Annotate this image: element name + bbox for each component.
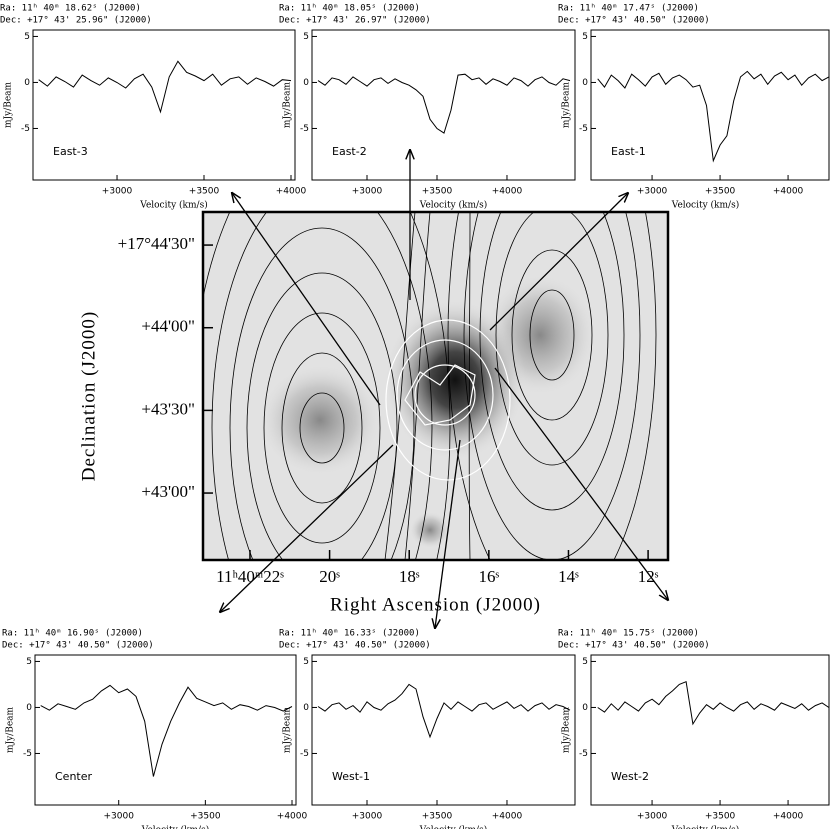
x-tick-label: 12ˢ bbox=[638, 567, 659, 586]
x-tick-label: +4000 bbox=[277, 812, 308, 822]
y-tick-label: -5 bbox=[300, 749, 309, 759]
x-tick-label: +4000 bbox=[773, 187, 804, 197]
y-tick-label: -5 bbox=[300, 124, 309, 134]
x-axis-label: Velocity (km/s) bbox=[419, 825, 487, 829]
plot-frame bbox=[311, 654, 576, 806]
y-tick-label: 5 bbox=[24, 32, 30, 42]
x-axis-label: Velocity (km/s) bbox=[419, 200, 487, 211]
ra-header: Ra: 11ʰ 40ᵐ 18.05ˢ (J2000) bbox=[279, 4, 420, 14]
x-tick-label: +3000 bbox=[102, 187, 133, 197]
x-tick-label: +3000 bbox=[352, 187, 383, 197]
spectrum-line bbox=[597, 70, 830, 163]
x-tick-label: +4000 bbox=[773, 812, 804, 822]
dec-header: Dec: +17° 43' 40.50" (J2000) bbox=[279, 641, 431, 651]
y-tick-label: +43'30" bbox=[141, 399, 195, 418]
x-tick-label: +3000 bbox=[103, 812, 134, 822]
panel-label: East-2 bbox=[332, 145, 367, 158]
y-tick-label: +44'00" bbox=[141, 317, 195, 336]
x-tick-label: +3000 bbox=[352, 812, 383, 822]
x-tick-label: +3500 bbox=[422, 187, 453, 197]
x-tick-label: 20ˢ bbox=[319, 567, 340, 586]
spectrum-line bbox=[38, 60, 292, 114]
y-tick-label: -5 bbox=[21, 124, 30, 134]
y-tick-label: 5 bbox=[303, 32, 309, 42]
x-tick-label: +4000 bbox=[276, 187, 307, 197]
y-axis-label: mJy/Beam bbox=[562, 706, 572, 753]
y-axis-label: Declination (J2000) bbox=[78, 311, 99, 481]
x-tick-label: +3500 bbox=[705, 187, 736, 197]
y-axis-label: mJy/Beam bbox=[283, 81, 293, 128]
arrows bbox=[220, 150, 668, 628]
y-axis-label: mJy/Beam bbox=[562, 81, 572, 128]
y-tick-label: 0 bbox=[26, 703, 32, 713]
dec-header: Dec: +17° 43' 26.97" (J2000) bbox=[279, 16, 431, 26]
x-tick-label: +3500 bbox=[190, 812, 221, 822]
dec-header: Dec: +17° 43' 25.96" (J2000) bbox=[0, 16, 152, 26]
x-tick-label: 14ˢ bbox=[558, 567, 579, 586]
spectrum-line bbox=[317, 73, 571, 134]
y-axis-label: mJy/Beam bbox=[283, 706, 293, 753]
panel-label: West-1 bbox=[332, 770, 370, 783]
panel-label: East-3 bbox=[53, 145, 88, 158]
plot-frame bbox=[34, 654, 297, 806]
y-tick-label: 5 bbox=[582, 657, 588, 667]
plot-frame bbox=[32, 29, 296, 181]
y-tick-label: 0 bbox=[24, 78, 30, 88]
x-axis-label: Velocity (km/s) bbox=[141, 825, 209, 829]
x-axis-label: Velocity (km/s) bbox=[139, 200, 207, 211]
x-axis-label: Velocity (km/s) bbox=[671, 825, 739, 829]
plot-frame bbox=[590, 654, 830, 806]
x-tick-label: +4000 bbox=[492, 187, 523, 197]
y-tick-label: 5 bbox=[303, 657, 309, 667]
x-tick-label: +3500 bbox=[189, 187, 220, 197]
ra-header: Ra: 11ʰ 40ᵐ 15.75ˢ (J2000) bbox=[558, 629, 699, 639]
x-tick-label: +3500 bbox=[705, 812, 736, 822]
plot-frame bbox=[590, 29, 830, 181]
y-axis-label: mJy/Beam bbox=[6, 706, 16, 753]
y-tick-label: 0 bbox=[303, 78, 309, 88]
y-tick-label: 5 bbox=[582, 32, 588, 42]
y-tick-label: -5 bbox=[23, 749, 32, 759]
y-tick-label: 0 bbox=[303, 703, 309, 713]
dec-header: Dec: +17° 43' 40.50" (J2000) bbox=[2, 641, 154, 651]
y-tick-label: 0 bbox=[582, 703, 588, 713]
panel-label: West-2 bbox=[611, 770, 649, 783]
x-axis-label: Right Ascension (J2000) bbox=[330, 594, 541, 615]
x-axis-label: Velocity (km/s) bbox=[671, 200, 739, 211]
map-image bbox=[203, 212, 668, 560]
x-tick-label: 18ˢ bbox=[399, 567, 420, 586]
spectrum-line bbox=[597, 681, 830, 726]
dec-header: Dec: +17° 43' 40.50" (J2000) bbox=[558, 16, 710, 26]
panel-label: Center bbox=[55, 770, 93, 783]
plot-frame bbox=[311, 29, 576, 181]
x-tick-label: +3000 bbox=[637, 187, 668, 197]
ra-header: Ra: 11ʰ 40ᵐ 16.90ˢ (J2000) bbox=[2, 629, 143, 639]
ra-header: Ra: 11ʰ 40ᵐ 16.33ˢ (J2000) bbox=[279, 629, 420, 639]
y-tick-label: -5 bbox=[579, 749, 588, 759]
map-frame bbox=[201, 210, 670, 562]
y-tick-label: -5 bbox=[579, 124, 588, 134]
x-tick-label: +3000 bbox=[637, 812, 668, 822]
panel-label: East-1 bbox=[611, 145, 646, 158]
spectrum-line bbox=[317, 683, 571, 739]
y-tick-label: +17°44'30" bbox=[118, 234, 195, 253]
ra-header: Ra: 11ʰ 40ᵐ 18.62ˢ (J2000) bbox=[0, 4, 141, 14]
y-tick-label: 5 bbox=[26, 657, 32, 667]
spectrum-line bbox=[40, 684, 293, 777]
y-axis-label: mJy/Beam bbox=[4, 81, 14, 128]
x-tick-label: +3500 bbox=[422, 812, 453, 822]
dec-header: Dec: +17° 43' 40.50" (J2000) bbox=[558, 641, 710, 651]
x-tick-label: 11ʰ40ᵐ22ˢ bbox=[216, 567, 284, 586]
ra-header: Ra: 11ʰ 40ᵐ 17.47ˢ (J2000) bbox=[558, 4, 699, 14]
y-tick-label: 0 bbox=[582, 78, 588, 88]
x-tick-label: +4000 bbox=[492, 812, 523, 822]
y-tick-label: +43'00" bbox=[141, 482, 195, 501]
x-tick-label: 16ˢ bbox=[479, 567, 500, 586]
